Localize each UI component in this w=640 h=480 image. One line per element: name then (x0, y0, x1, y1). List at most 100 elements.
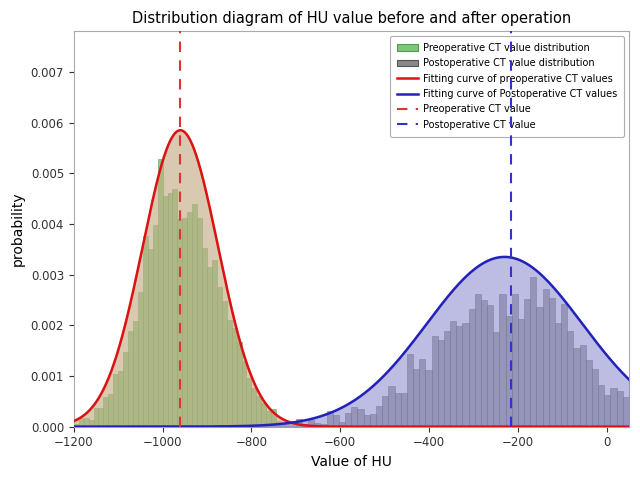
Y-axis label: probability: probability (11, 192, 25, 266)
Bar (580, 345, 586, 427)
Bar (314, 423, 321, 427)
Line: Fitting curve of Postoperative CT values: Fitting curve of Postoperative CT values (52, 257, 640, 427)
Bar (536, 307, 543, 427)
Bar (506, 316, 512, 427)
Bar (207, 266, 212, 427)
Bar (450, 321, 456, 427)
Bar (302, 424, 308, 427)
Bar (281, 424, 286, 427)
Bar (261, 403, 266, 427)
Bar (462, 323, 468, 427)
Bar (413, 369, 419, 427)
Fitting curve of Postoperative CT values (500, 254, 508, 260)
Bar (172, 189, 177, 427)
Bar (138, 292, 143, 427)
Bar (108, 394, 113, 427)
Bar (456, 326, 462, 427)
Bar (382, 396, 388, 427)
Bar (325, 426, 330, 427)
Bar (168, 193, 172, 427)
Bar (308, 420, 314, 427)
Bar (364, 415, 370, 427)
Bar (182, 218, 188, 427)
Bar (561, 304, 567, 427)
Bar (257, 396, 261, 427)
Bar (192, 204, 197, 427)
Bar (197, 218, 202, 427)
Bar (524, 299, 530, 427)
Bar (118, 371, 123, 427)
Fitting curve of preoperative CT values (48, 423, 56, 429)
Title: Distribution diagram of HU value before and after operation: Distribution diagram of HU value before … (132, 11, 571, 26)
Fitting curve of preoperative CT values (78, 414, 86, 420)
Fitting curve of preoperative CT values (630, 424, 638, 430)
X-axis label: Value of HU: Value of HU (311, 455, 392, 469)
Bar (567, 331, 573, 427)
Fitting curve of Postoperative CT values (48, 424, 56, 430)
Bar (376, 406, 382, 427)
Bar (481, 300, 487, 427)
Bar (296, 419, 302, 427)
Bar (188, 212, 192, 427)
Bar (276, 421, 281, 427)
Bar (444, 331, 450, 427)
Bar (241, 361, 246, 427)
Bar (616, 391, 623, 427)
Bar (555, 323, 561, 427)
Bar (426, 371, 431, 427)
Bar (345, 413, 351, 427)
Bar (143, 236, 148, 427)
Bar (113, 373, 118, 427)
Bar (604, 395, 611, 427)
Bar (306, 426, 310, 427)
Bar (543, 289, 548, 427)
Bar (407, 354, 413, 427)
Bar (512, 294, 518, 427)
Bar (177, 219, 182, 427)
Bar (133, 322, 138, 427)
Bar (592, 369, 598, 427)
Bar (487, 305, 493, 427)
Line: Fitting curve of preoperative CT values: Fitting curve of preoperative CT values (52, 130, 640, 427)
Bar (394, 394, 401, 427)
Fitting curve of preoperative CT values (177, 127, 184, 133)
Fitting curve of Postoperative CT values (520, 259, 528, 265)
Legend: Preoperative CT value distribution, Postoperative CT value distribution, Fitting: Preoperative CT value distribution, Post… (390, 36, 624, 137)
Bar (246, 378, 252, 427)
Fitting curve of Postoperative CT values (78, 424, 86, 430)
Bar (291, 426, 296, 427)
Bar (252, 388, 257, 427)
Bar (493, 332, 499, 427)
Bar (148, 249, 153, 427)
Bar (548, 298, 555, 427)
Bar (99, 408, 104, 427)
Bar (202, 248, 207, 427)
Bar (79, 419, 84, 427)
Bar (212, 260, 217, 427)
Bar (623, 397, 629, 427)
Bar (157, 159, 163, 427)
Bar (388, 386, 394, 427)
Bar (351, 408, 358, 427)
Bar (128, 331, 133, 427)
Bar (339, 421, 345, 427)
Fitting curve of Postoperative CT values (323, 411, 331, 417)
Bar (475, 294, 481, 427)
Fitting curve of preoperative CT values (630, 424, 637, 430)
Bar (401, 394, 407, 427)
Fitting curve of Postoperative CT values (339, 404, 347, 410)
Bar (530, 277, 536, 427)
Bar (153, 225, 157, 427)
Bar (93, 408, 99, 427)
Bar (123, 352, 128, 427)
Bar (266, 411, 271, 427)
Bar (431, 336, 438, 427)
Fitting curve of preoperative CT values (324, 423, 332, 429)
Bar (499, 294, 506, 427)
Bar (611, 388, 616, 427)
Fitting curve of preoperative CT values (520, 424, 528, 430)
Bar (227, 320, 232, 427)
Bar (598, 384, 604, 427)
Bar (104, 397, 108, 427)
Bar (438, 340, 444, 427)
